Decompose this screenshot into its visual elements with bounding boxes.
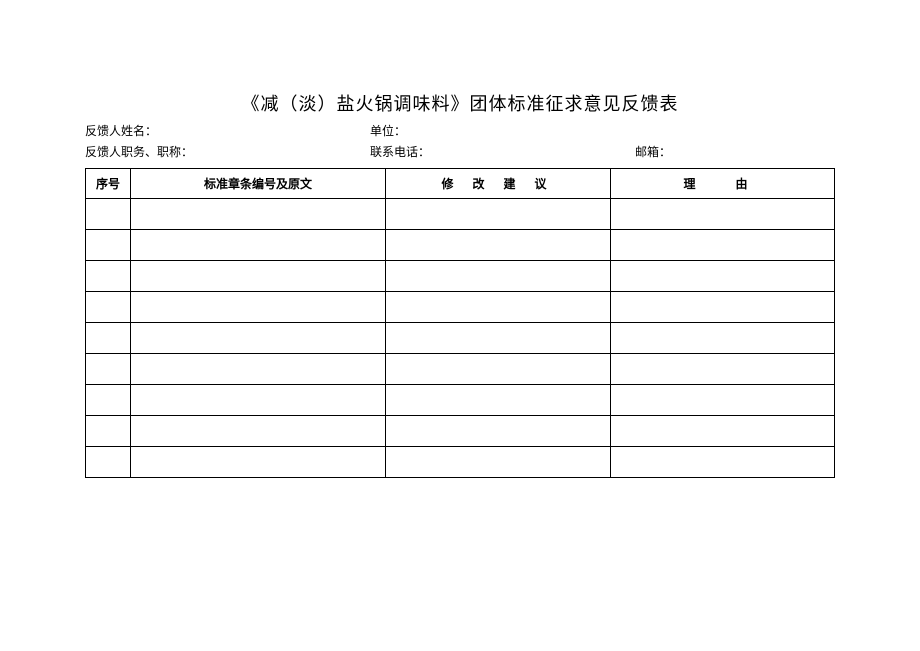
table-row bbox=[86, 323, 835, 354]
table-cell bbox=[611, 416, 835, 447]
table-cell bbox=[86, 292, 131, 323]
unit-label: 单位： bbox=[370, 122, 406, 139]
unit-field: 单位： bbox=[370, 122, 835, 139]
col-header-original: 标准章条编号及原文 bbox=[131, 169, 386, 199]
table-cell bbox=[611, 230, 835, 261]
table-cell bbox=[611, 447, 835, 478]
table-cell bbox=[86, 416, 131, 447]
table-cell bbox=[611, 261, 835, 292]
table-cell bbox=[86, 230, 131, 261]
table-cell bbox=[386, 199, 611, 230]
table-row bbox=[86, 199, 835, 230]
table-cell bbox=[131, 385, 386, 416]
table-header-row: 序号 标准章条编号及原文 修 改 建 议 理 由 bbox=[86, 169, 835, 199]
table-cell bbox=[386, 354, 611, 385]
info-row-1: 反馈人姓名： 单位： bbox=[85, 122, 835, 139]
table-cell bbox=[611, 199, 835, 230]
page-title: 《减（淡）盐火锅调味料》团体标准征求意见反馈表 bbox=[85, 90, 835, 116]
table-row bbox=[86, 416, 835, 447]
phone-label: 联系电话： bbox=[370, 143, 430, 160]
info-row-2: 反馈人职务、职称： 联系电话： 邮箱： bbox=[85, 143, 835, 160]
table-cell bbox=[86, 261, 131, 292]
table-row bbox=[86, 447, 835, 478]
col-header-seq: 序号 bbox=[86, 169, 131, 199]
table-cell bbox=[386, 447, 611, 478]
table-cell bbox=[131, 416, 386, 447]
table-cell bbox=[386, 292, 611, 323]
table-cell bbox=[86, 385, 131, 416]
table-row bbox=[86, 261, 835, 292]
col-header-reason: 理 由 bbox=[611, 169, 835, 199]
table-cell bbox=[386, 261, 611, 292]
table-body bbox=[86, 199, 835, 478]
table-cell bbox=[386, 385, 611, 416]
col-header-suggest: 修 改 建 议 bbox=[386, 169, 611, 199]
table-cell bbox=[131, 230, 386, 261]
table-row bbox=[86, 292, 835, 323]
table-row bbox=[86, 385, 835, 416]
position-label: 反馈人职务、职称： bbox=[85, 143, 193, 160]
table-cell bbox=[86, 354, 131, 385]
table-cell bbox=[611, 292, 835, 323]
table-row bbox=[86, 230, 835, 261]
table-cell bbox=[386, 323, 611, 354]
table-cell bbox=[611, 323, 835, 354]
table-cell bbox=[131, 261, 386, 292]
table-cell bbox=[86, 323, 131, 354]
table-row bbox=[86, 354, 835, 385]
email-label: 邮箱： bbox=[635, 143, 671, 160]
name-field: 反馈人姓名： bbox=[85, 122, 370, 139]
table-cell bbox=[131, 447, 386, 478]
table-cell bbox=[611, 354, 835, 385]
table-cell bbox=[131, 199, 386, 230]
table-cell bbox=[131, 292, 386, 323]
phone-field: 联系电话： bbox=[370, 143, 635, 160]
table-cell bbox=[86, 447, 131, 478]
table-cell bbox=[386, 416, 611, 447]
feedback-table: 序号 标准章条编号及原文 修 改 建 议 理 由 bbox=[85, 168, 835, 478]
email-field: 邮箱： bbox=[635, 143, 835, 160]
table-cell bbox=[131, 323, 386, 354]
table-cell bbox=[131, 354, 386, 385]
table-cell bbox=[611, 385, 835, 416]
position-field: 反馈人职务、职称： bbox=[85, 143, 370, 160]
table-cell bbox=[86, 199, 131, 230]
name-label: 反馈人姓名： bbox=[85, 122, 157, 139]
table-cell bbox=[386, 230, 611, 261]
